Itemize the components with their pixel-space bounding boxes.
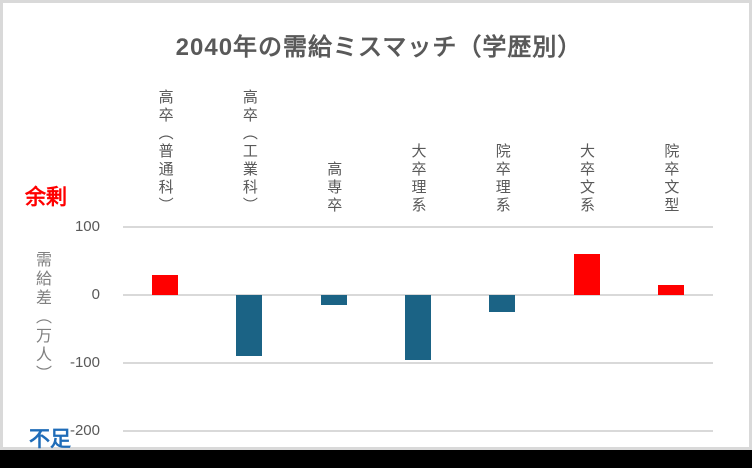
category-label: 高専卒	[325, 161, 343, 215]
bar-slot	[292, 227, 376, 431]
bar	[152, 274, 179, 295]
y-axis-label: 需給差（万人）	[33, 251, 50, 384]
category-label: 高卒（普通科）	[156, 89, 174, 215]
bar	[657, 284, 684, 295]
category-column: 大卒理系	[376, 65, 460, 215]
category-label: 高卒（工業科）	[240, 89, 258, 215]
chart-card: 2040年の需給ミスマッチ（学歴別） 高卒（普通科） 高卒（工業科） 高専卒 大卒理系…	[0, 0, 752, 450]
category-column: 高卒（工業科）	[207, 65, 291, 215]
category-axis: 高卒（普通科） 高卒（工業科） 高専卒 大卒理系 院卒理系 大卒文系 院卒文型	[123, 65, 713, 215]
bar-slot	[123, 227, 207, 431]
y-tick-label: -200	[69, 422, 100, 439]
category-column: 大卒文系	[544, 65, 628, 215]
bar	[489, 295, 516, 312]
gridline	[123, 362, 713, 364]
bar-slot	[544, 227, 628, 431]
gridline	[123, 430, 713, 432]
bar	[573, 254, 600, 295]
category-label: 院卒理系	[493, 143, 511, 215]
bar-slot	[460, 227, 544, 431]
bar	[236, 295, 263, 357]
category-label: 院卒文型	[662, 143, 680, 215]
gridline	[123, 226, 713, 228]
category-label: 大卒理系	[409, 143, 427, 215]
bar-slot	[207, 227, 291, 431]
bottom-black-strip	[0, 450, 752, 468]
shortage-label: 不足	[29, 428, 71, 451]
bar-slot	[376, 227, 460, 431]
category-column: 院卒理系	[460, 65, 544, 215]
category-column: 高専卒	[292, 65, 376, 215]
category-column: 院卒文型	[629, 65, 713, 215]
category-column: 高卒（普通科）	[123, 65, 207, 215]
bar	[404, 295, 431, 360]
bars-container	[123, 227, 713, 431]
chart-title: 2040年の需給ミスマッチ（学歴別）	[175, 34, 583, 61]
y-tick-label: 0	[91, 286, 100, 303]
surplus-label: 余剰	[25, 186, 67, 209]
y-tick-label: -100	[69, 354, 100, 371]
bar-slot	[629, 227, 713, 431]
y-tick-label: 100	[74, 218, 100, 235]
category-label: 大卒文系	[578, 143, 596, 215]
bar	[320, 295, 347, 306]
